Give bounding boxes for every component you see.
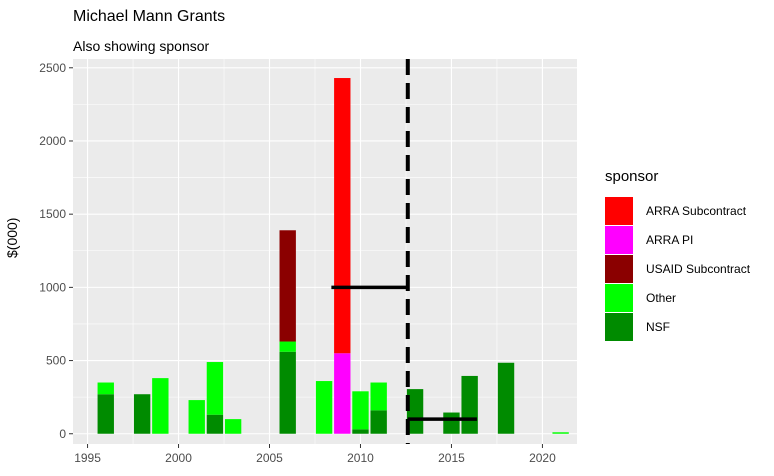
bar-usaid-subcontract-2006 xyxy=(279,230,296,342)
legend-item-usaid-subcontract: USAID Subcontract xyxy=(605,255,750,283)
grid-major xyxy=(73,59,577,444)
reference-lines xyxy=(331,59,477,444)
bar-nsf-2011 xyxy=(370,410,387,434)
bars xyxy=(97,78,569,434)
chart-title: Michael Mann Grants xyxy=(73,8,226,25)
legend-label-arra-pi: ARRA PI xyxy=(646,233,694,247)
legend-swatch-arra-subcontract xyxy=(605,197,633,225)
legend-label-other: Other xyxy=(646,291,677,305)
y-tick-label: 2000 xyxy=(39,134,66,148)
legend-item-other: Other xyxy=(605,284,676,312)
bar-nsf-2015 xyxy=(443,412,460,434)
y-tick-label: 0 xyxy=(59,427,66,441)
x-tick-label: 2015 xyxy=(438,451,465,465)
bar-other-2006 xyxy=(279,341,296,352)
legend-swatch-usaid-subcontract xyxy=(605,255,633,283)
bar-other-2002 xyxy=(206,362,224,415)
x-tick-label: 2020 xyxy=(529,451,556,465)
bar-other-2011 xyxy=(370,382,387,411)
bar-nsf-2018 xyxy=(497,362,515,434)
bar-nsf-2013 xyxy=(406,389,424,434)
legend-title: sponsor xyxy=(605,168,659,185)
bar-other-2003 xyxy=(224,419,242,434)
axes: 1995 2000 2005 2010 2015 2020 0 500 1000 1500 2000… xyxy=(39,61,556,465)
y-axis-label: $(000) xyxy=(4,217,20,258)
chart-subtitle: Also showing sponsor xyxy=(73,38,210,54)
bar-nsf-1996 xyxy=(97,394,114,434)
bar-arra-pi-2009 xyxy=(334,353,351,434)
legend-label-arra-subcontract: ARRA Subcontract xyxy=(646,204,747,218)
y-tick-label: 1500 xyxy=(39,207,66,221)
legend-label-nsf: NSF xyxy=(646,320,670,334)
bar-other-2001 xyxy=(188,400,205,434)
bar-other-2010 xyxy=(352,391,369,430)
legend-swatch-other xyxy=(605,284,633,312)
bar-other-2008 xyxy=(315,381,333,434)
bar-nsf-2010 xyxy=(352,429,369,434)
legend-label-usaid-subcontract: USAID Subcontract xyxy=(646,262,751,276)
x-tick-label: 2005 xyxy=(256,451,283,465)
legend-item-nsf: NSF xyxy=(605,313,670,341)
y-tick-label: 1000 xyxy=(39,280,66,294)
bar-other-2021 xyxy=(552,432,569,434)
bar-nsf-2002 xyxy=(206,414,224,434)
bar-nsf-2006 xyxy=(279,351,296,434)
bar-arra-subcontract-2009 xyxy=(334,78,351,354)
bar-other-1996 xyxy=(97,382,114,395)
legend-item-arra-subcontract: ARRA Subcontract xyxy=(605,197,746,225)
bar-other-1999 xyxy=(152,378,169,434)
legend-swatch-arra-pi xyxy=(605,226,633,254)
y-tick-label: 500 xyxy=(46,354,66,368)
y-tick-label: 2500 xyxy=(39,61,66,75)
x-tick-label: 1995 xyxy=(74,451,101,465)
legend-item-arra-pi: ARRA PI xyxy=(605,226,693,254)
bar-nsf-1998 xyxy=(133,394,151,434)
legend-swatch-nsf xyxy=(605,313,633,341)
x-tick-label: 2010 xyxy=(347,451,374,465)
bar-nsf-2016 xyxy=(461,375,478,434)
x-tick-label: 2000 xyxy=(165,451,192,465)
